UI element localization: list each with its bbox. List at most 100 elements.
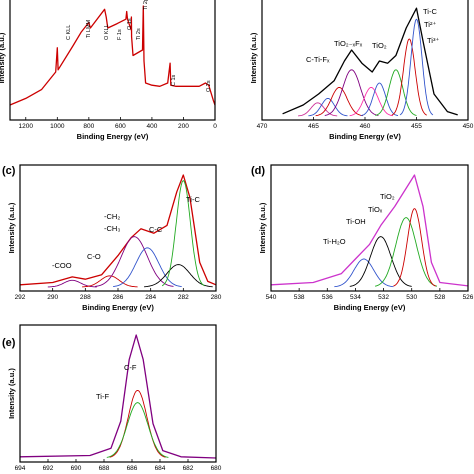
envelope-curve-a (9, 5, 216, 106)
component-curve-b (375, 69, 417, 116)
peak-annotation: Ti 2p (143, 0, 149, 10)
x-tick-label: 526 (463, 294, 474, 301)
component-curve-e (106, 402, 169, 458)
panel-c: 292 290 288 286 284 282 280 Binding Energy (eV)… (2, 164, 222, 312)
panel-d: 540 538 536 534 532 530 528 526 Binding Energy (… (251, 164, 474, 312)
x-tick-label: 290 (47, 294, 58, 301)
x-tick-label: 800 (83, 123, 94, 130)
peak-annotation: TiO₂ (380, 192, 395, 201)
x-tick-label: 686 (127, 465, 138, 472)
component-curve-c (113, 247, 182, 288)
peak-annotation: -COO (52, 261, 72, 270)
x-tick-label: 688 (99, 465, 110, 472)
panel-b: 470 465 460 455 450 Binding Energy (eV) Intens… (249, 0, 474, 141)
envelope-curve-c (19, 174, 217, 286)
x-tick-label: 692 (43, 465, 54, 472)
x-tick-label: 292 (15, 294, 26, 301)
x-axis-label: Binding Energy (eV) (334, 303, 406, 312)
y-axis-label: Intensity (a.u.) (7, 368, 16, 419)
x-tick-label: 280 (211, 294, 222, 301)
y-axis-label: Intensity (a.u.) (258, 202, 267, 253)
envelope-curve-e (19, 334, 217, 459)
component-curve-d (334, 258, 394, 288)
x-tick-label: 460 (360, 123, 371, 130)
component-curve-d (375, 217, 438, 287)
panel-label: (e) (2, 337, 16, 349)
axes-frame (270, 164, 469, 292)
x-tick-label: 536 (322, 294, 333, 301)
x-tick-label: 288 (80, 294, 91, 301)
peak-annotation: F 1s (117, 29, 123, 40)
component-curve-d (393, 208, 436, 287)
component-curve-c (82, 275, 138, 288)
x-tick-label: 532 (378, 294, 389, 301)
peak-annotation: Ti-OH (346, 217, 366, 226)
panel-label: (d) (251, 165, 265, 177)
x-tick-label: 400 (146, 123, 157, 130)
x-axis-label: Binding Energy (eV) (82, 303, 154, 312)
x-tick-label: 538 (294, 294, 305, 301)
peak-annotation: Ti-C (423, 7, 437, 16)
x-tick-label: 534 (350, 294, 361, 301)
envelope-curve-d (270, 174, 469, 287)
peak-annotation: C-O (87, 252, 101, 261)
peak-annotation: Ti-H₂O (323, 237, 346, 246)
x-axis-label: Binding Energy (eV) (77, 132, 149, 141)
x-axis-label: Binding Energy (eV) (329, 132, 401, 141)
x-tick-label: 682 (183, 465, 194, 472)
peak-annotation: Ti-F (96, 392, 109, 401)
component-curve-c (144, 264, 213, 288)
component-curve-e (109, 389, 166, 458)
peak-annotation: Ti²⁺ (424, 20, 436, 29)
x-tick-label: 530 (406, 294, 417, 301)
x-tick-label: 600 (115, 123, 126, 130)
x-tick-label: 200 (178, 123, 189, 130)
x-tick-label: 680 (211, 465, 222, 472)
component-curve-b (399, 18, 434, 116)
component-curve-c (161, 180, 205, 287)
x-tick-label: 450 (463, 123, 474, 130)
panel-label: (c) (2, 165, 16, 177)
x-tick-label: 282 (178, 294, 189, 301)
y-axis-label: Intensity (a.u.) (249, 32, 258, 83)
peak-annotation: C KLL (66, 25, 72, 40)
component-curve-b (360, 82, 399, 117)
x-tick-label: 694 (15, 465, 26, 472)
peak-annotation: C-Ti-Fₓ (306, 55, 330, 64)
x-tick-label: 1000 (50, 123, 65, 130)
panel-e: 694692690688686684682680Binding Energy (… (2, 324, 222, 472)
peak-annotation: Ti 2s (136, 28, 142, 40)
component-curve-b (298, 102, 338, 117)
peak-annotation: C-C (149, 225, 163, 234)
x-tick-label: 455 (411, 123, 422, 130)
peak-annotation: O 1s (127, 18, 133, 30)
x-tick-label: 284 (145, 294, 156, 301)
x-tick-label: 528 (434, 294, 445, 301)
peak-annotation: Ti LMM (86, 19, 92, 38)
x-tick-label: 0 (213, 123, 217, 130)
peak-annotation: Ti³⁺ (427, 36, 439, 45)
peak-annotation: O 2s (206, 80, 212, 92)
component-curve-d (349, 236, 412, 287)
peak-annotation: -CH₃ (104, 224, 120, 233)
peak-annotation: TiO₂ (372, 41, 387, 50)
x-tick-label: 540 (266, 294, 277, 301)
peak-annotation: C 1s (171, 74, 177, 86)
peak-annotation: O KLL (104, 24, 110, 40)
peak-annotation: TiOₓ (368, 205, 383, 214)
peak-annotation: C-F (124, 363, 137, 372)
component-curve-b (315, 86, 363, 117)
peak-annotation: TiO₂₋ₓFₓ (334, 39, 363, 48)
x-tick-label: 1200 (19, 123, 34, 130)
x-tick-label: 684 (155, 465, 166, 472)
x-tick-label: 286 (113, 294, 124, 301)
envelope-curve-b (282, 7, 458, 116)
x-tick-label: 690 (71, 465, 82, 472)
panel-a: 1200 1000 800 600 400 200 0 Binding Energy (eV)… (0, 0, 217, 141)
peak-annotation: Ti-C (186, 195, 200, 204)
x-tick-label: 465 (308, 123, 319, 130)
component-curve-b (349, 86, 393, 117)
axes-frame (9, 0, 216, 121)
component-curve-b (324, 69, 379, 116)
x-tick-label: 470 (257, 123, 268, 130)
